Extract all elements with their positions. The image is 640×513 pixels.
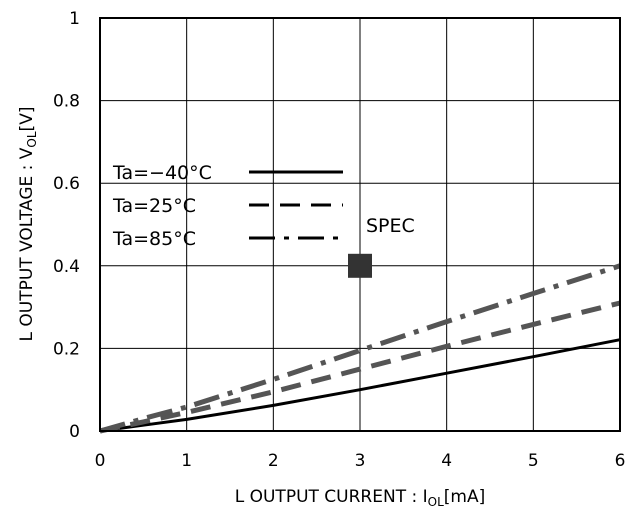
y-tick-label: 1 xyxy=(69,9,80,29)
legend-label: Ta=25°C xyxy=(112,195,196,217)
x-tick-label: 0 xyxy=(95,451,106,471)
x-tick-label: 2 xyxy=(268,451,279,471)
series-line-2 xyxy=(99,300,621,434)
y-axis-title-subscript: OL xyxy=(25,131,39,147)
y-tick-label: 0.8 xyxy=(53,92,80,112)
y-tick-label: 0.4 xyxy=(53,257,80,277)
y-axis-title: L OUTPUT VOLTAGE : VOL[V] xyxy=(17,107,39,342)
x-axis-title: L OUTPUT CURRENT : IOL[mA] xyxy=(235,487,486,509)
y-tick-labels: 0 0.2 0.4 0.6 0.8 1 xyxy=(53,9,80,442)
grid xyxy=(100,18,620,431)
legend: Ta=−40°C Ta=25°C Ta=85°C xyxy=(112,162,343,250)
x-tick-labels: 0 1 2 3 4 5 6 xyxy=(95,451,626,471)
y-tick-label: 0.2 xyxy=(53,339,80,359)
legend-label: Ta=85°C xyxy=(112,228,196,250)
series-line-3 xyxy=(99,263,621,434)
spec-marker xyxy=(348,253,372,278)
y-tick-label: 0.6 xyxy=(53,174,80,194)
x-tick-label: 4 xyxy=(441,451,452,471)
x-axis-title-suffix: [mA] xyxy=(444,487,485,507)
x-tick-label: 1 xyxy=(181,451,192,471)
series-layer xyxy=(99,263,621,434)
spec-label: SPEC xyxy=(366,215,415,237)
series-line-1 xyxy=(99,338,621,433)
y-axis-title-suffix: [V] xyxy=(17,107,37,132)
x-tick-label: 3 xyxy=(355,451,366,471)
x-axis-title-subscript: OL xyxy=(428,495,444,509)
y-axis-title-prefix: L OUTPUT VOLTAGE : V xyxy=(17,147,37,341)
legend-label: Ta=−40°C xyxy=(112,162,212,184)
plot-frame xyxy=(99,17,621,432)
x-tick-label: 5 xyxy=(528,451,539,471)
spec-marker-group: SPEC xyxy=(348,215,415,278)
x-axis-title-prefix: L OUTPUT CURRENT : I xyxy=(235,487,428,507)
x-tick-label: 6 xyxy=(615,451,626,471)
y-tick-label: 0 xyxy=(69,422,80,442)
